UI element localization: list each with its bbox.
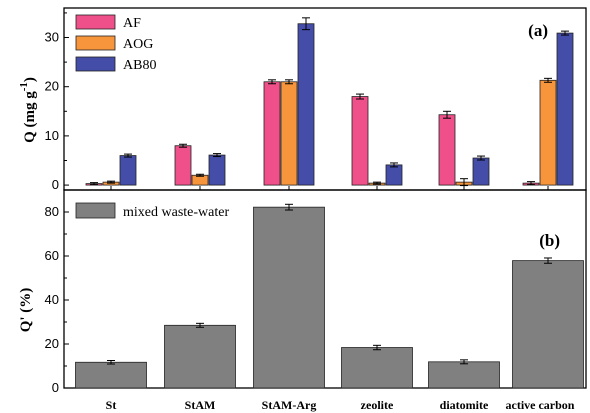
bar — [556, 32, 574, 186]
y-axis-title-a: Q (mg g-1) — [18, 77, 38, 143]
bar — [341, 347, 413, 389]
y-tick-label: 80 — [45, 204, 59, 219]
bar — [208, 154, 226, 186]
bar — [512, 260, 584, 389]
bar — [119, 155, 137, 186]
legend-label: AF — [123, 16, 141, 31]
legend-swatch — [75, 202, 116, 219]
y-tick-label: 20 — [45, 79, 59, 94]
category-label: diatomite — [440, 398, 489, 412]
y-tick-label: 0 — [52, 177, 59, 192]
bar — [297, 23, 315, 186]
bar — [174, 145, 192, 186]
y-axis-title-b: Q' (%) — [18, 288, 34, 333]
bar — [539, 79, 557, 186]
bar — [472, 157, 490, 186]
legend-swatch — [75, 56, 116, 72]
panel-b: 0 20 40 60 80 mixed waste-water — [45, 189, 587, 395]
bar — [164, 324, 236, 389]
y-tick-label: 0 — [52, 380, 59, 395]
y-tick-label: 10 — [45, 128, 59, 143]
plot-frame — [63, 7, 587, 191]
bar — [253, 206, 325, 389]
legend-swatch — [75, 14, 116, 30]
bar — [428, 361, 500, 389]
bar — [438, 114, 456, 186]
category-label: StAM-Arg — [262, 398, 317, 412]
legend-swatch — [75, 35, 116, 51]
y-tick-label: 20 — [45, 336, 59, 351]
bar — [351, 96, 369, 186]
bar — [280, 81, 298, 186]
y-tick-label: 60 — [45, 248, 59, 263]
panel-label-a: (a) — [528, 21, 548, 40]
legend-label: AB80 — [123, 58, 156, 73]
bar — [385, 164, 403, 186]
category-label: St — [106, 398, 117, 412]
bar — [263, 81, 281, 186]
legend-label: AOG — [123, 37, 153, 52]
y-tick-label: 30 — [45, 30, 59, 45]
category-label: StAM — [185, 398, 216, 412]
y-tick-label: 40 — [45, 292, 59, 307]
category-label: active carbon — [506, 398, 575, 412]
bar — [75, 361, 147, 389]
panel-a: 0 10 20 30 AF AOG AB80 — [45, 7, 587, 192]
panel-label-b: (b) — [539, 231, 560, 250]
plot-frame — [63, 189, 587, 389]
legend-label: mixed waste-water — [123, 205, 229, 220]
category-label: zeolite — [361, 398, 394, 412]
